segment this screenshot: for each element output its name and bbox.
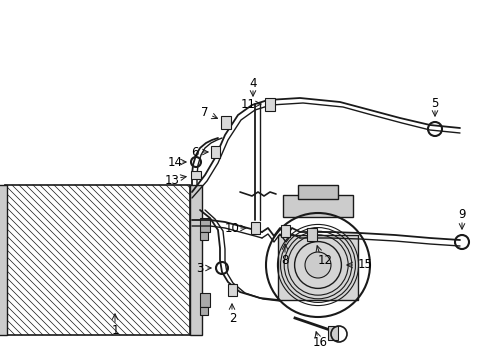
Bar — [250, 222, 259, 234]
Text: 12: 12 — [317, 253, 332, 266]
Text: 16: 16 — [312, 337, 327, 350]
Bar — [191, 171, 201, 179]
Text: 5: 5 — [430, 96, 438, 109]
Bar — [200, 306, 207, 315]
Text: 6: 6 — [191, 145, 198, 158]
Text: 11: 11 — [240, 98, 255, 111]
Bar — [327, 326, 337, 340]
Bar — [306, 228, 316, 241]
Bar — [264, 98, 274, 111]
Bar — [280, 225, 289, 237]
Bar — [227, 284, 236, 296]
Bar — [200, 217, 209, 231]
Circle shape — [305, 252, 330, 278]
Bar — [278, 235, 357, 300]
Text: 3: 3 — [196, 261, 203, 274]
Text: 10: 10 — [224, 221, 239, 234]
Bar — [200, 292, 209, 306]
Bar — [283, 195, 352, 217]
Bar — [190, 185, 202, 335]
Text: 15: 15 — [357, 258, 372, 271]
Bar — [210, 146, 219, 158]
Text: 4: 4 — [249, 77, 256, 90]
Text: 8: 8 — [281, 253, 288, 266]
Bar — [297, 185, 337, 199]
Bar — [221, 116, 230, 129]
Text: 7: 7 — [201, 105, 208, 118]
Bar — [200, 231, 207, 239]
Bar — [0, 185, 7, 335]
Bar — [5, 185, 190, 335]
Text: 14: 14 — [167, 156, 182, 168]
Text: 1: 1 — [111, 324, 119, 337]
Text: 9: 9 — [457, 207, 465, 220]
Text: 13: 13 — [164, 174, 179, 186]
Text: 2: 2 — [229, 311, 236, 324]
